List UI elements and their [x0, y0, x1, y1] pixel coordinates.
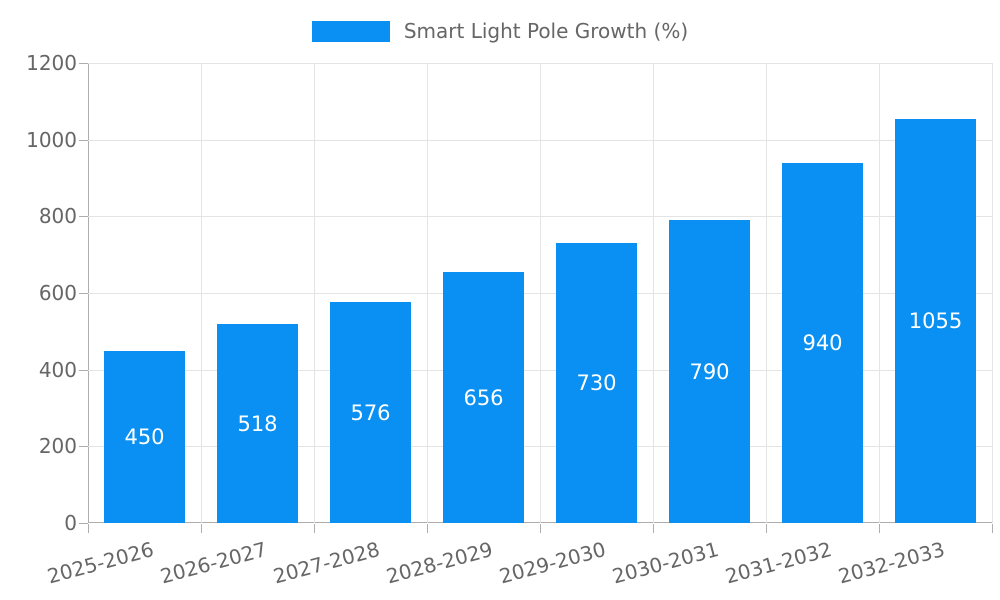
legend-item[interactable]: Smart Light Pole Growth (%) [0, 16, 1000, 46]
x-gridline [540, 63, 541, 523]
x-gridline [314, 63, 315, 523]
y-tick-mark [79, 523, 88, 524]
bar-value-label: 656 [463, 385, 504, 410]
x-tick-mark [653, 524, 654, 533]
bar-value-label: 450 [124, 425, 165, 449]
x-tick-mark [766, 524, 767, 533]
y-tick-label: 200 [38, 434, 77, 458]
y-tick-mark [79, 370, 88, 371]
x-tick-mark [540, 524, 541, 533]
y-tick-label: 800 [38, 204, 77, 228]
x-tick-label: 2027-2028 [271, 537, 383, 589]
y-tick-label: 400 [38, 358, 77, 382]
bar-value-label: 730 [576, 371, 617, 395]
y-tick-mark [79, 63, 88, 64]
bar-value-label: 790 [689, 359, 730, 384]
x-tick-label: 2025-2026 [45, 537, 157, 589]
x-tick-label: 2030-2031 [610, 537, 722, 589]
y-tick-label: 0 [64, 511, 77, 535]
bar-2030-2031[interactable]: 790 [669, 220, 750, 523]
x-tick-mark [879, 524, 880, 533]
bar-2032-2033[interactable]: 1055 [895, 119, 976, 523]
bar-2028-2029[interactable]: 656 [443, 272, 524, 523]
bar-value-label: 1055 [908, 309, 963, 333]
x-gridline [653, 63, 654, 523]
x-tick-mark [88, 524, 89, 533]
legend-swatch [311, 20, 390, 42]
x-gridline [201, 63, 202, 523]
y-tick-label: 1000 [26, 128, 77, 152]
x-gridline [879, 63, 880, 523]
y-tick-mark [79, 446, 88, 447]
x-gridline [766, 63, 767, 523]
y-tick-mark [79, 216, 88, 217]
bar-2027-2028[interactable]: 576 [330, 302, 411, 523]
x-tick-label: 2028-2029 [384, 537, 496, 589]
x-tick-label: 2032-2033 [836, 537, 948, 589]
bar-2026-2027[interactable]: 518 [217, 324, 298, 523]
x-tick-mark [314, 524, 315, 533]
x-tick-label: 2031-2032 [723, 537, 835, 589]
bar-value-label: 518 [237, 411, 278, 436]
x-tick-mark [201, 524, 202, 533]
x-tick-mark [427, 524, 428, 533]
bar-2025-2026[interactable]: 450 [104, 351, 185, 523]
x-tick-label: 2029-2030 [497, 537, 609, 589]
bar-value-label: 576 [350, 400, 391, 425]
bar-value-label: 940 [802, 331, 843, 355]
x-tick-label: 2026-2027 [158, 537, 270, 589]
y-tick-mark [79, 140, 88, 141]
x-gridline [427, 63, 428, 523]
bar-2029-2030[interactable]: 730 [556, 243, 637, 523]
bar-2031-2032[interactable]: 940 [782, 163, 863, 523]
x-gridline [992, 63, 993, 523]
legend-label: Smart Light Pole Growth (%) [403, 19, 689, 43]
y-tick-mark [79, 293, 88, 294]
y-tick-label: 1200 [26, 51, 77, 75]
y-tick-label: 600 [38, 281, 77, 305]
x-tick-mark [992, 524, 993, 533]
